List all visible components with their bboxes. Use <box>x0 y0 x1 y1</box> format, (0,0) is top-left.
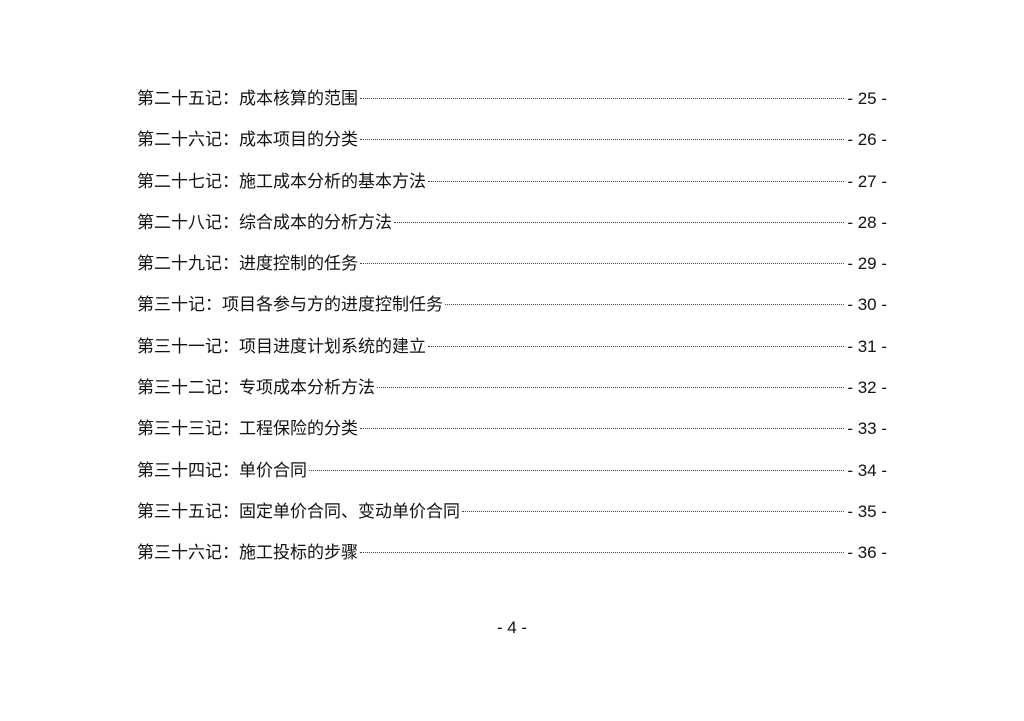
toc-entry-page: - 29 - <box>847 254 887 274</box>
toc-entry-page: - 28 - <box>847 212 887 232</box>
toc-entry-page: - 36 - <box>847 543 887 563</box>
toc-entry[interactable]: 第三十一记：项目进度计划系统的建立 - 31 - <box>137 335 887 376</box>
toc-entry[interactable]: 第二十八记：综合成本的分析方法 - 28 - <box>137 211 887 252</box>
toc-entry-title: 第二十六记：成本项目的分类 <box>137 130 358 150</box>
dot-leader <box>462 510 845 512</box>
toc-entry-title: 第三十二记：专项成本分析方法 <box>137 378 375 398</box>
table-of-contents: 第二十五记：成本核算的范围 - 25 - 第二十六记：成本项目的分类 - 26 - 第二… <box>137 87 887 583</box>
toc-entry[interactable]: 第三十四记：单价合同 - 34 - <box>137 459 887 500</box>
toc-entry-title: 第二十八记：综合成本的分析方法 <box>137 212 392 232</box>
toc-entry-title: 第三十三记：工程保险的分类 <box>137 419 358 439</box>
toc-entry[interactable]: 第三十三记：工程保险的分类 - 33 - <box>137 417 887 458</box>
dot-leader <box>309 469 845 471</box>
toc-entry[interactable]: 第二十七记：施工成本分析的基本方法 - 27 - <box>137 170 887 211</box>
toc-entry-title: 第三十四记：单价合同 <box>137 460 307 480</box>
toc-entry-page: - 31 - <box>847 336 887 356</box>
toc-entry-page: - 25 - <box>847 89 887 108</box>
toc-entry[interactable]: 第二十九记：进度控制的任务 - 29 - <box>137 252 887 293</box>
toc-entry[interactable]: 第二十六记：成本项目的分类 - 26 - <box>137 128 887 169</box>
toc-entry-page: - 30 - <box>847 295 887 315</box>
toc-entry-title: 第三十五记：固定单价合同、变动单价合同 <box>137 501 460 521</box>
dot-leader <box>445 304 845 306</box>
dot-leader <box>377 387 845 389</box>
toc-entry-title: 第三十六记：施工投标的步骤 <box>137 543 358 563</box>
dot-leader <box>360 428 845 430</box>
toc-entry-page: - 34 - <box>847 460 887 480</box>
toc-entry[interactable]: 第三十记：项目各参与方的进度控制任务 - 30 - <box>137 293 887 334</box>
toc-entry-page: - 35 - <box>847 501 887 521</box>
toc-entry-page: - 33 - <box>847 419 887 439</box>
toc-entry-title: 第二十七记：施工成本分析的基本方法 <box>137 171 426 191</box>
toc-entry[interactable]: 第三十二记：专项成本分析方法 - 32 - <box>137 376 887 417</box>
toc-entry-page: - 27 - <box>847 171 887 191</box>
toc-entry-title: 第三十一记：项目进度计划系统的建立 <box>137 336 426 356</box>
toc-entry[interactable]: 第二十五记：成本核算的范围 - 25 - <box>137 87 887 128</box>
toc-entry-page: - 26 - <box>847 130 887 150</box>
toc-entry-page: - 32 - <box>847 378 887 398</box>
toc-entry-title: 第二十五记：成本核算的范围 <box>137 89 358 108</box>
toc-entry-title: 第二十九记：进度控制的任务 <box>137 254 358 274</box>
dot-leader <box>360 263 845 265</box>
toc-entry-title: 第三十记：项目各参与方的进度控制任务 <box>137 295 443 315</box>
dot-leader <box>428 345 845 347</box>
toc-entry[interactable]: 第三十六记：施工投标的步骤 - 36 - <box>137 541 887 582</box>
dot-leader <box>360 98 845 99</box>
dot-leader <box>428 180 845 182</box>
dot-leader <box>360 552 845 554</box>
dot-leader <box>360 139 845 141</box>
dot-leader <box>394 221 845 223</box>
toc-entry[interactable]: 第三十五记：固定单价合同、变动单价合同 - 35 - <box>137 500 887 541</box>
page-number: - 4 - <box>496 618 528 637</box>
